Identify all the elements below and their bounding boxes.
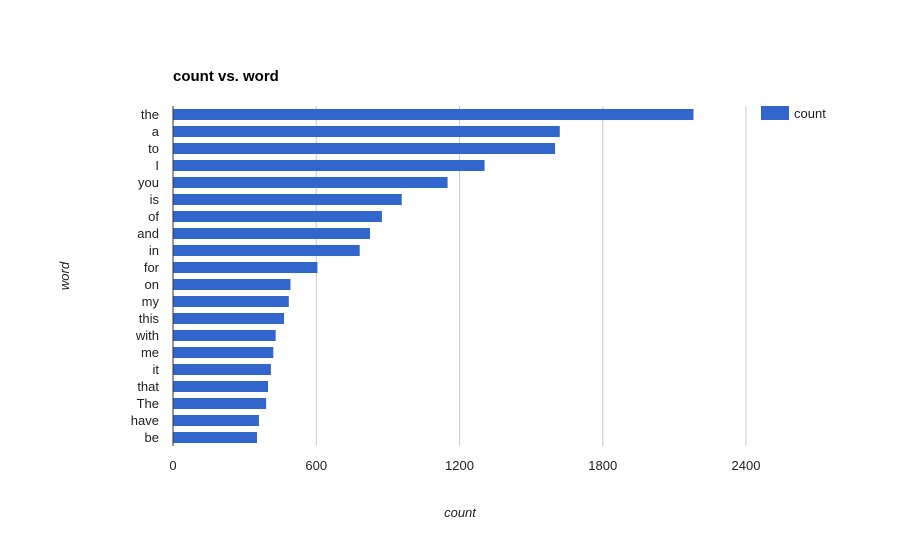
bar-6	[173, 210, 382, 223]
legend: count	[761, 106, 826, 121]
x-tick-label: 1200	[445, 458, 474, 473]
category-label: is	[150, 192, 160, 207]
category-label: this	[139, 311, 160, 326]
category-label: a	[152, 124, 160, 139]
y-axis-title: word	[57, 261, 72, 290]
bar-0	[173, 108, 694, 121]
category-label: it	[153, 362, 160, 377]
category-label: have	[131, 413, 159, 428]
bar-17	[173, 397, 267, 410]
bar-15	[173, 363, 271, 376]
bars	[173, 108, 694, 444]
bar-7	[173, 227, 370, 240]
category-label: my	[142, 294, 160, 309]
category-label: the	[141, 107, 159, 122]
bar-13	[173, 329, 276, 342]
category-label: and	[137, 226, 159, 241]
bar-2	[173, 142, 555, 155]
category-label: on	[145, 277, 159, 292]
x-tick-label: 600	[305, 458, 327, 473]
category-label: for	[144, 260, 160, 275]
category-label: I	[155, 158, 159, 173]
bar-9	[173, 261, 318, 274]
x-axis-title: count	[444, 505, 477, 520]
bar-12	[173, 312, 285, 325]
bar-10	[173, 278, 291, 291]
category-label: be	[145, 430, 159, 445]
legend-label: count	[794, 106, 826, 121]
gridlines	[315, 106, 747, 446]
bar-19	[173, 431, 258, 444]
bar-3	[173, 159, 485, 172]
category-label: to	[148, 141, 159, 156]
bar-16	[173, 380, 269, 393]
bar-5	[173, 193, 402, 206]
category-label: with	[135, 328, 159, 343]
bar-18	[173, 414, 259, 427]
x-tick-label: 1800	[588, 458, 617, 473]
bar-4	[173, 176, 448, 189]
category-label: of	[148, 209, 159, 224]
x-tick-label: 0	[169, 458, 176, 473]
bar-11	[173, 295, 289, 308]
x-tick-labels: 0 600 1200 1800 2400	[169, 458, 760, 473]
category-label: in	[149, 243, 159, 258]
chart-title: count vs. word	[173, 68, 279, 85]
category-label: that	[137, 379, 159, 394]
legend-swatch	[761, 106, 789, 120]
bar-14	[173, 346, 274, 359]
category-label: me	[141, 345, 159, 360]
category-label: The	[137, 396, 159, 411]
bar-1	[173, 125, 560, 138]
category-label: you	[138, 175, 159, 190]
bar-8	[173, 244, 360, 257]
x-tick-label: 2400	[732, 458, 761, 473]
